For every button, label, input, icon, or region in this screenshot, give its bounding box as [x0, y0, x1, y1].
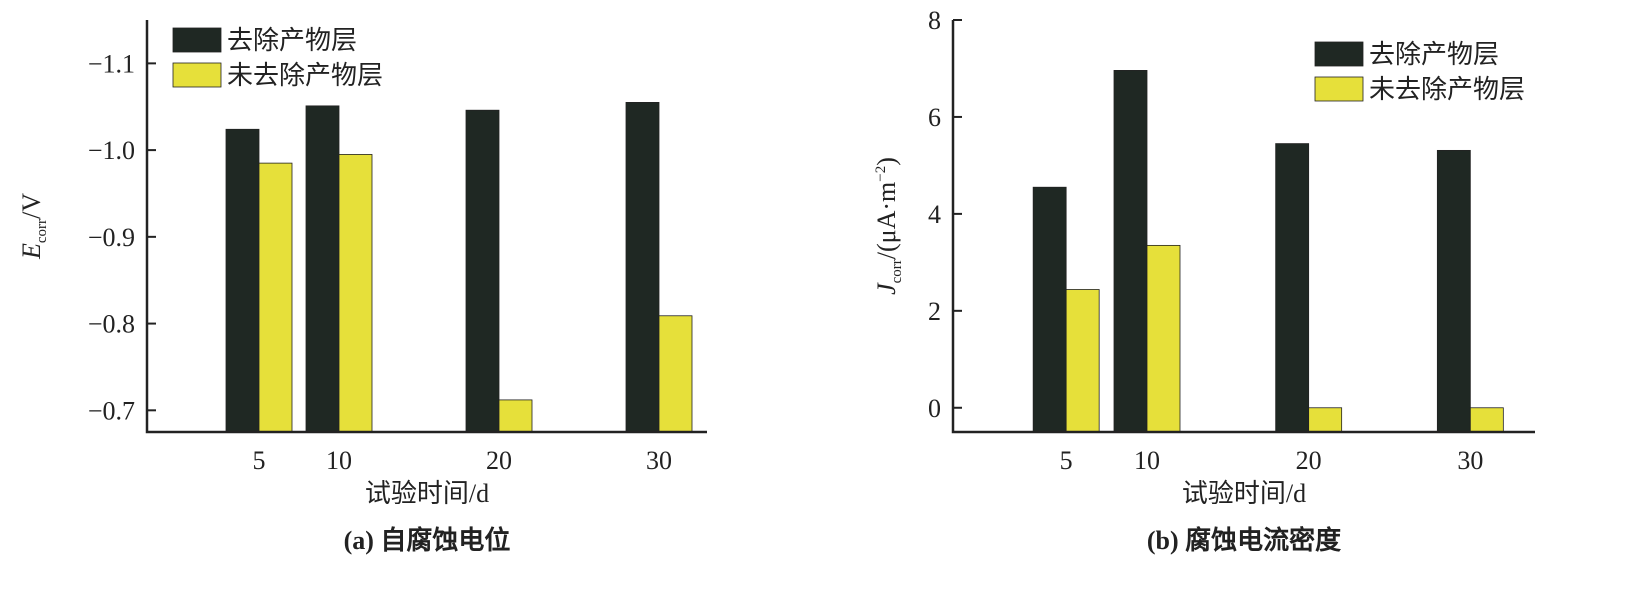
bar [658, 315, 693, 433]
x-axis-label: 试验时间/d [1182, 479, 1306, 508]
x-tick-label: 5 [1060, 446, 1073, 475]
y-tick-label: 2 [928, 297, 941, 326]
x-tick-label: 30 [1457, 446, 1483, 475]
y-axis-label-part: ) [872, 157, 901, 166]
caption: (a) 自腐蚀电位 [344, 525, 511, 555]
x-tick-label: 10 [326, 446, 352, 475]
bar [1436, 149, 1471, 433]
y-tick-label: −1.1 [88, 49, 135, 78]
bar [1308, 407, 1343, 433]
y-axis-label-part: corr [889, 259, 905, 283]
bar [1146, 244, 1181, 433]
bar [1275, 143, 1310, 433]
y-axis-label-part: corr [34, 219, 50, 243]
caption: (b) 腐蚀电流密度 [1147, 525, 1341, 555]
y-tick-label: 6 [928, 103, 941, 132]
x-tick-label: 30 [646, 446, 672, 475]
bar [1065, 289, 1100, 433]
y-axis-label-part: E [17, 243, 46, 260]
bar [498, 399, 533, 433]
bar [1032, 186, 1067, 433]
y-tick-label: −1.0 [88, 136, 135, 165]
legend-label: 去除产物层 [227, 26, 357, 55]
legend-swatch [172, 27, 222, 53]
y-axis-label-part: /V [17, 193, 46, 219]
bar [1469, 407, 1504, 433]
legend-swatch [1314, 41, 1364, 67]
bar [258, 162, 293, 433]
x-tick-label: 10 [1134, 446, 1160, 475]
x-tick-label: 20 [486, 446, 512, 475]
bar [465, 109, 500, 433]
x-tick-label: 20 [1296, 446, 1322, 475]
y-tick-label: 0 [928, 394, 941, 423]
y-axis-label-part: J [872, 282, 901, 295]
y-axis-label-part: −2 [873, 166, 889, 182]
x-axis-label: 试验时间/d [365, 479, 489, 508]
y-axis-label: Ecorr/V [17, 193, 50, 260]
y-tick-label: −0.7 [88, 396, 135, 425]
y-tick-label: −0.8 [88, 310, 135, 339]
x-tick-label: 5 [253, 446, 266, 475]
bar [338, 154, 373, 433]
y-axis-label-part: /(μA·m [872, 182, 901, 259]
bar [1113, 70, 1148, 433]
legend-swatch [172, 62, 222, 88]
legend-label: 去除产物层 [1369, 40, 1499, 69]
y-tick-label: 4 [928, 200, 941, 229]
axis [145, 20, 707, 434]
y-axis-label: Jcorr/(μA·m−2) [872, 157, 905, 295]
axis [951, 20, 1535, 434]
legend-label: 未去除产物层 [227, 61, 383, 90]
legend-label: 未去除产物层 [1369, 75, 1525, 104]
y-tick-label: 8 [928, 6, 941, 35]
bar [625, 102, 660, 433]
y-tick-label: −0.9 [88, 223, 135, 252]
legend-swatch [1314, 76, 1364, 102]
bar [305, 105, 340, 433]
bar [225, 128, 260, 433]
